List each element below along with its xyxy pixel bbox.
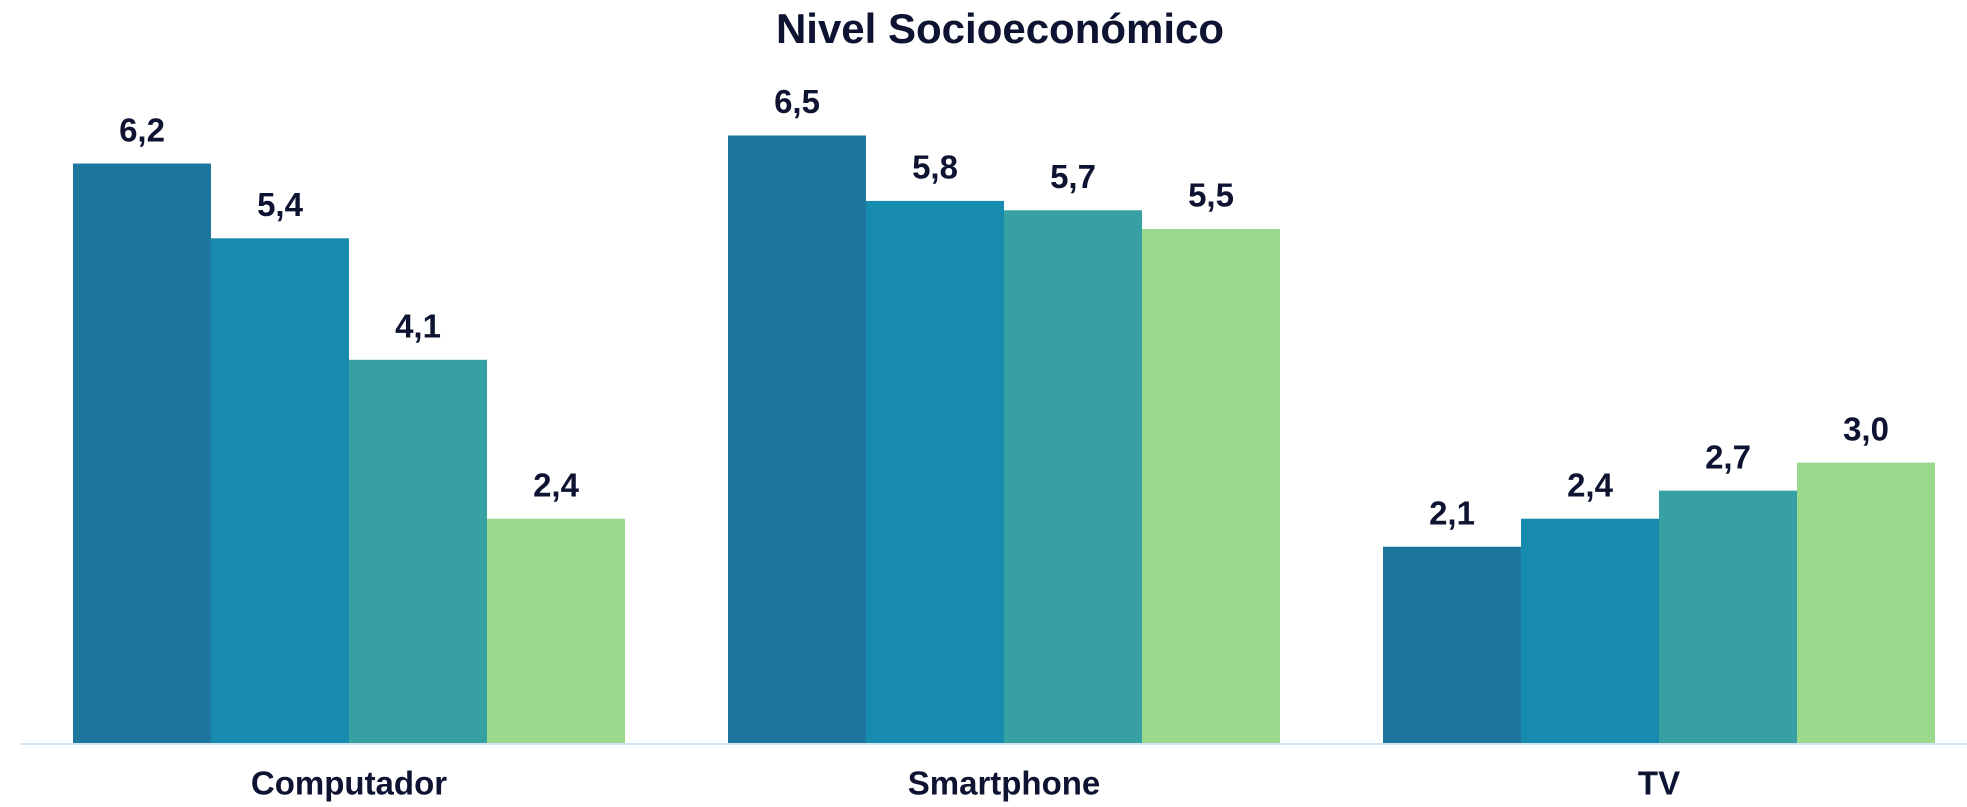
value-label: 3,0 (1843, 410, 1889, 447)
value-label: 5,7 (1050, 158, 1096, 195)
value-label: 2,4 (1567, 466, 1614, 503)
bar (1521, 518, 1659, 743)
value-label: 2,7 (1705, 438, 1751, 475)
value-label: 4,1 (395, 308, 441, 345)
bar (1797, 462, 1935, 743)
value-label: 2,1 (1429, 494, 1475, 531)
chart-title: Nivel Socioeconómico (776, 5, 1224, 52)
x-tick-label: TV (1638, 765, 1680, 802)
bar (487, 518, 625, 743)
value-label: 6,5 (774, 83, 820, 120)
value-label: 6,2 (119, 111, 165, 148)
bar (866, 200, 1004, 743)
bar (349, 359, 487, 743)
value-label: 5,5 (1188, 177, 1234, 214)
value-label: 2,4 (533, 466, 580, 503)
value-label: 5,8 (912, 149, 958, 186)
bar (211, 238, 349, 744)
bar (728, 135, 866, 743)
bar (1004, 210, 1142, 743)
bar (1383, 546, 1521, 743)
bar (1142, 228, 1280, 743)
x-tick-label: Computador (251, 765, 447, 802)
bar (73, 163, 211, 744)
bar (1659, 490, 1797, 743)
x-tick-label: Smartphone (908, 765, 1101, 802)
value-label: 5,4 (257, 186, 304, 223)
